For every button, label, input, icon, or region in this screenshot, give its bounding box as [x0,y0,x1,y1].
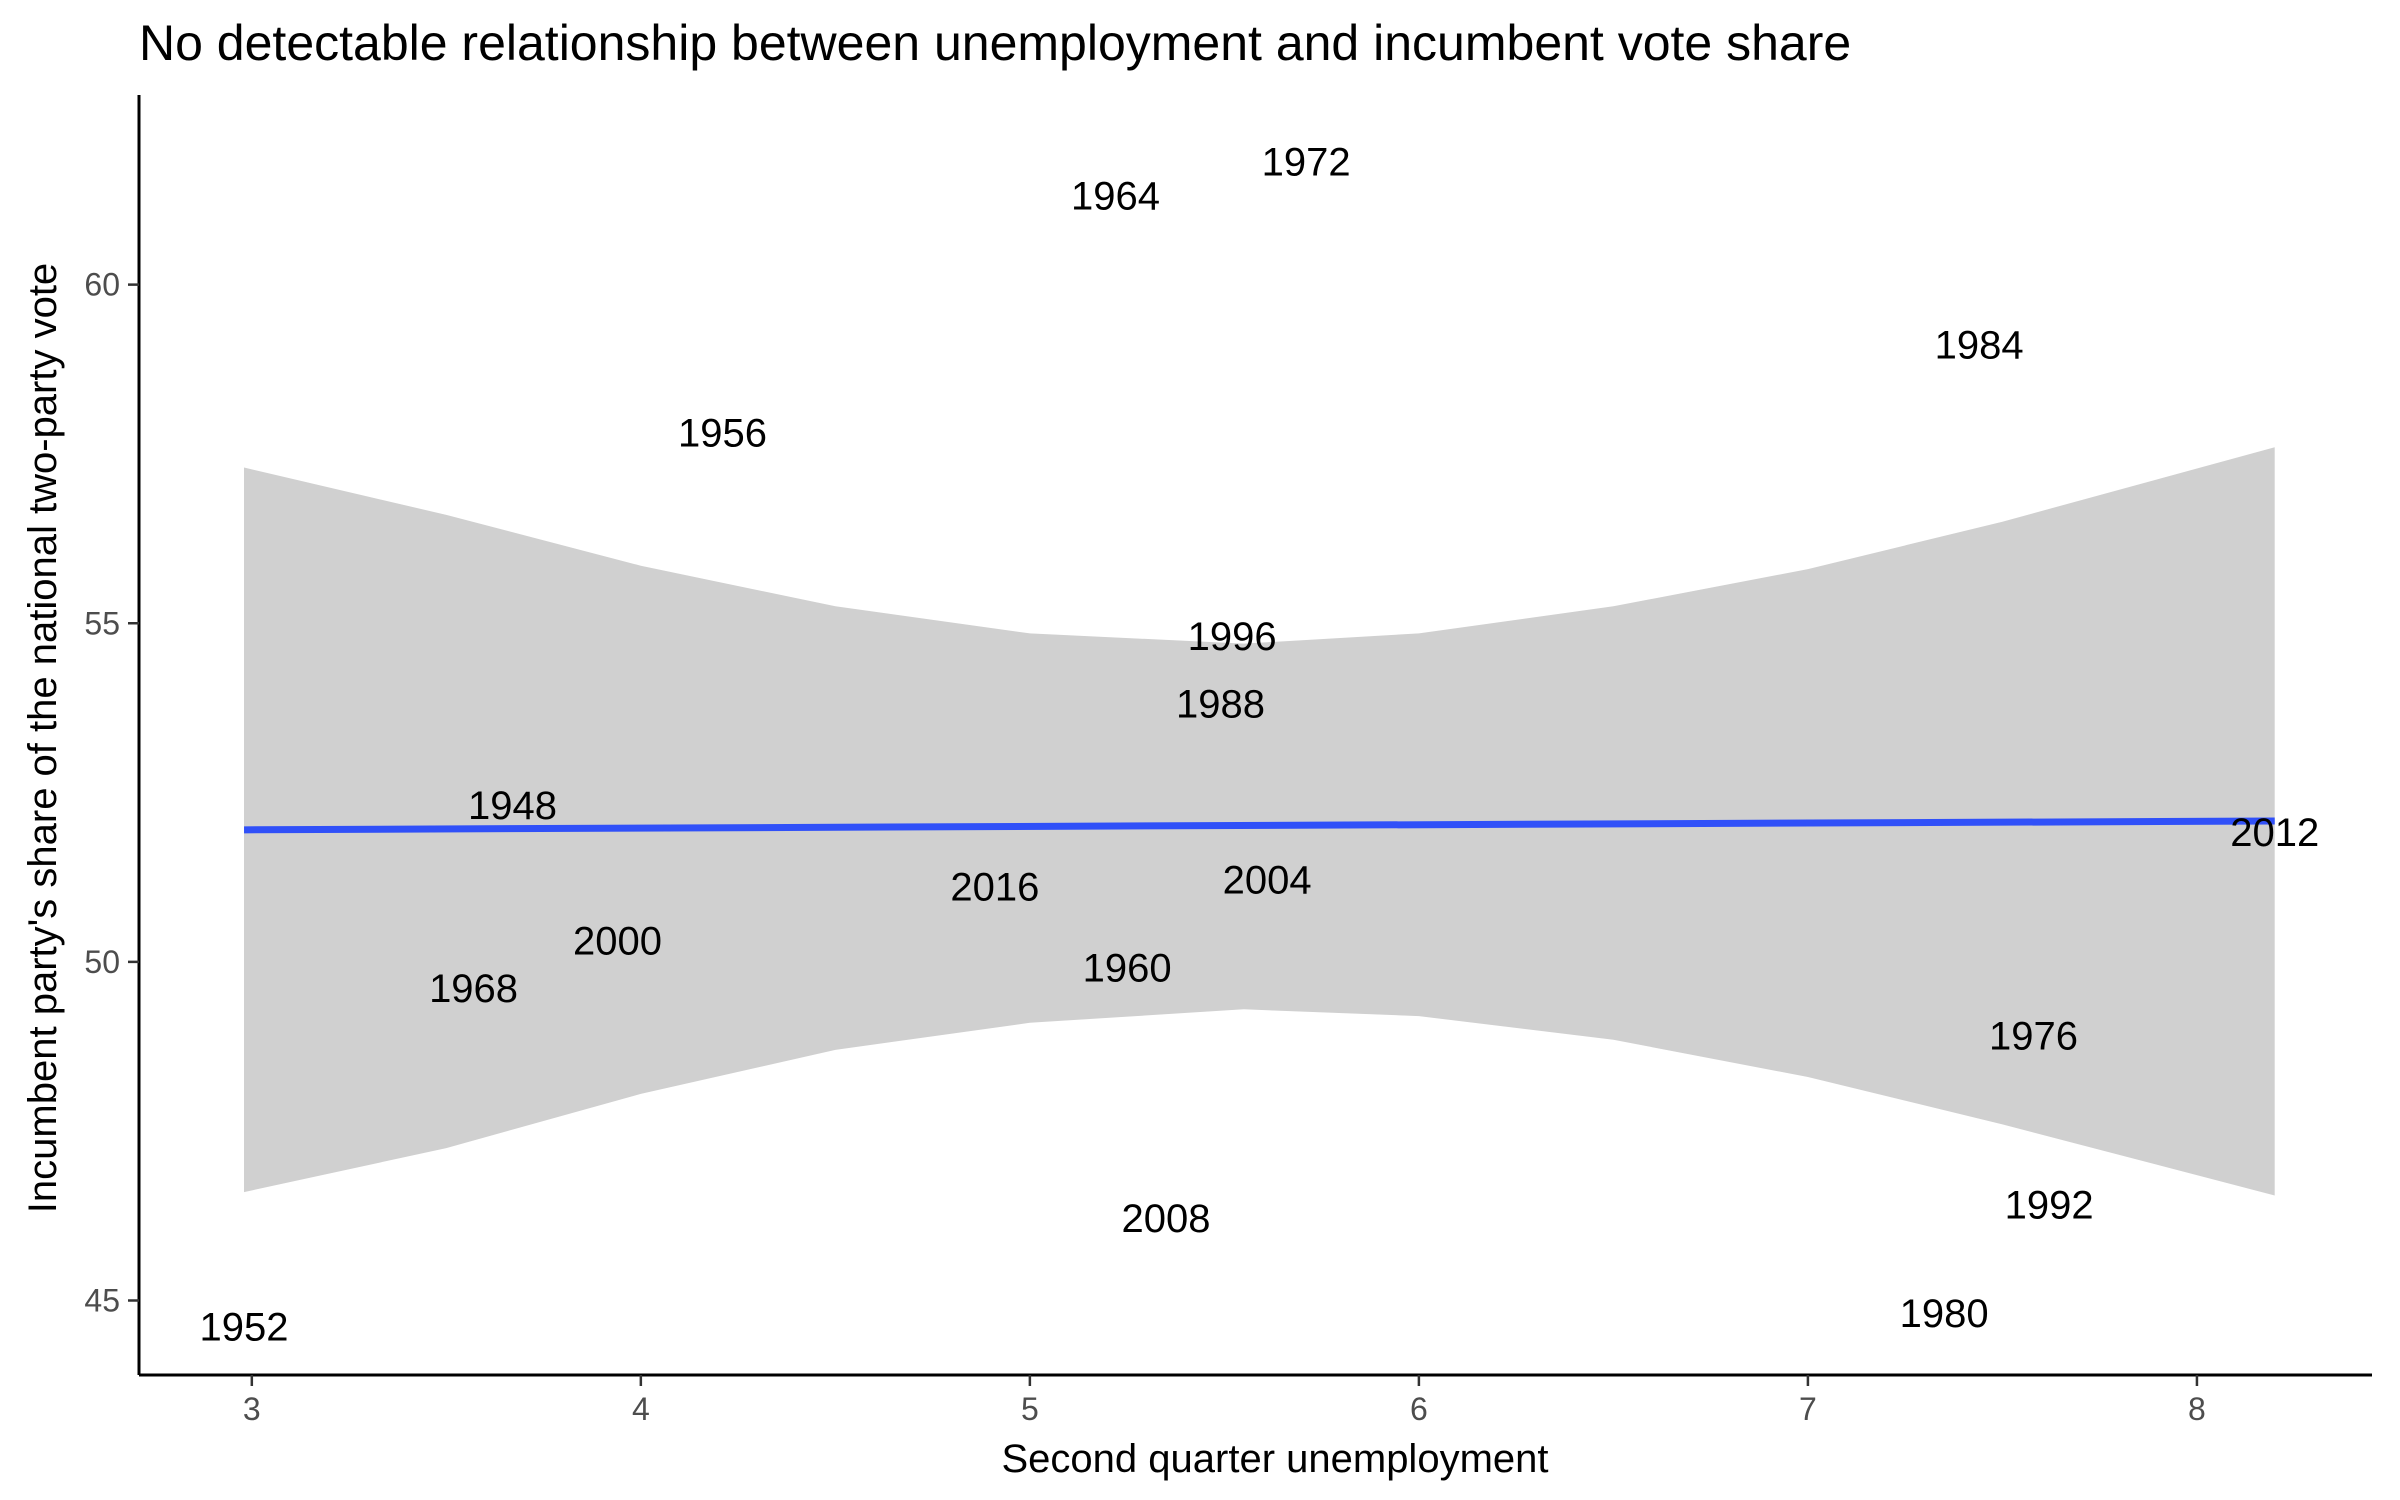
confidence-band [244,447,2275,1196]
y-axis-title: Incumbent party's share of the national … [21,263,65,1213]
x-tick-label: 7 [1799,1391,1817,1427]
point-label-2016: 2016 [950,865,1039,909]
plot-area: 1948 1952 1956 1960 1964 1968 1972 1976 1980 1984… [200,141,2320,1350]
x-axis-ticks: 3 4 5 6 7 8 [243,1375,2206,1427]
point-label-2004: 2004 [1223,859,1312,903]
point-label-2012: 2012 [2230,811,2319,855]
y-tick-label: 45 [84,1283,120,1319]
regression-line [244,817,2275,834]
point-label-2000: 2000 [573,920,662,964]
x-axis-title: Second quarter unemployment [1002,1437,1549,1481]
point-label-1960: 1960 [1083,947,1172,991]
point-label-1964: 1964 [1071,175,1160,219]
point-label-1976: 1976 [1989,1014,2078,1058]
x-tick-label: 5 [1021,1391,1039,1427]
y-tick-label: 50 [84,944,120,980]
point-label-1988: 1988 [1176,683,1265,727]
point-label-1992: 1992 [2005,1184,2094,1228]
point-label-1968: 1968 [429,967,518,1011]
point-labels: 1948 1952 1956 1960 1964 1968 1972 1976 1980 1984… [200,141,2320,1350]
point-label-1996: 1996 [1188,615,1277,659]
y-axis-ticks: 45 50 55 60 [84,267,139,1319]
y-tick-label: 60 [84,267,120,303]
x-tick-label: 8 [2188,1391,2206,1427]
x-tick-label: 6 [1410,1391,1428,1427]
point-label-1956: 1956 [678,412,767,456]
chart-title: No detectable relationship between unemp… [139,15,1851,71]
x-tick-label: 4 [632,1391,650,1427]
point-label-1948: 1948 [468,784,557,828]
point-label-1972: 1972 [1262,141,1351,185]
x-tick-label: 3 [243,1391,261,1427]
point-label-1980: 1980 [1900,1292,1989,1336]
point-label-2008: 2008 [1122,1197,1211,1241]
point-label-1952: 1952 [200,1306,289,1350]
y-tick-label: 55 [84,605,120,641]
point-label-1984: 1984 [1935,324,2024,368]
